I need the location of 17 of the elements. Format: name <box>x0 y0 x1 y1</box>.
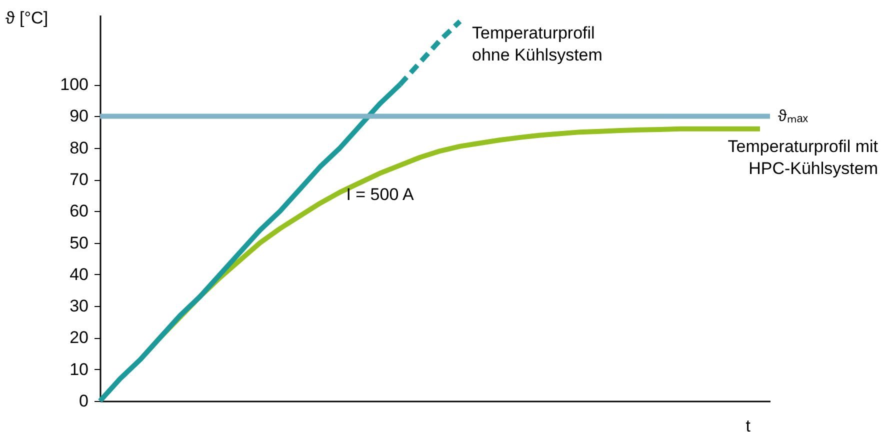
y-tick-label: 90 <box>70 106 88 126</box>
x-axis-title: t <box>746 416 751 432</box>
y-tick-label: 30 <box>70 296 88 316</box>
y-tick-label: 0 <box>79 392 88 410</box>
y-tick-label: 10 <box>70 360 88 379</box>
series-label: Temperaturprofil ohne Kühlsystem <box>472 23 602 64</box>
y-tick-label: 40 <box>70 264 88 284</box>
y-tick-label: 100 <box>60 75 88 94</box>
y-tick-label: 60 <box>70 202 88 221</box>
annotation: I = 500 A <box>346 185 414 204</box>
y-axis-title: ϑ [°C] <box>6 8 48 28</box>
y-tick-label: 20 <box>70 328 88 348</box>
y-tick-label: 80 <box>70 138 88 158</box>
y-tick-label: 50 <box>70 233 88 252</box>
ref-line-label: ϑₘₐₓ <box>778 108 809 126</box>
y-tick-label: 70 <box>70 170 88 190</box>
series-label: Temperaturprofil mit HPC-Kühlsystem <box>728 136 878 178</box>
